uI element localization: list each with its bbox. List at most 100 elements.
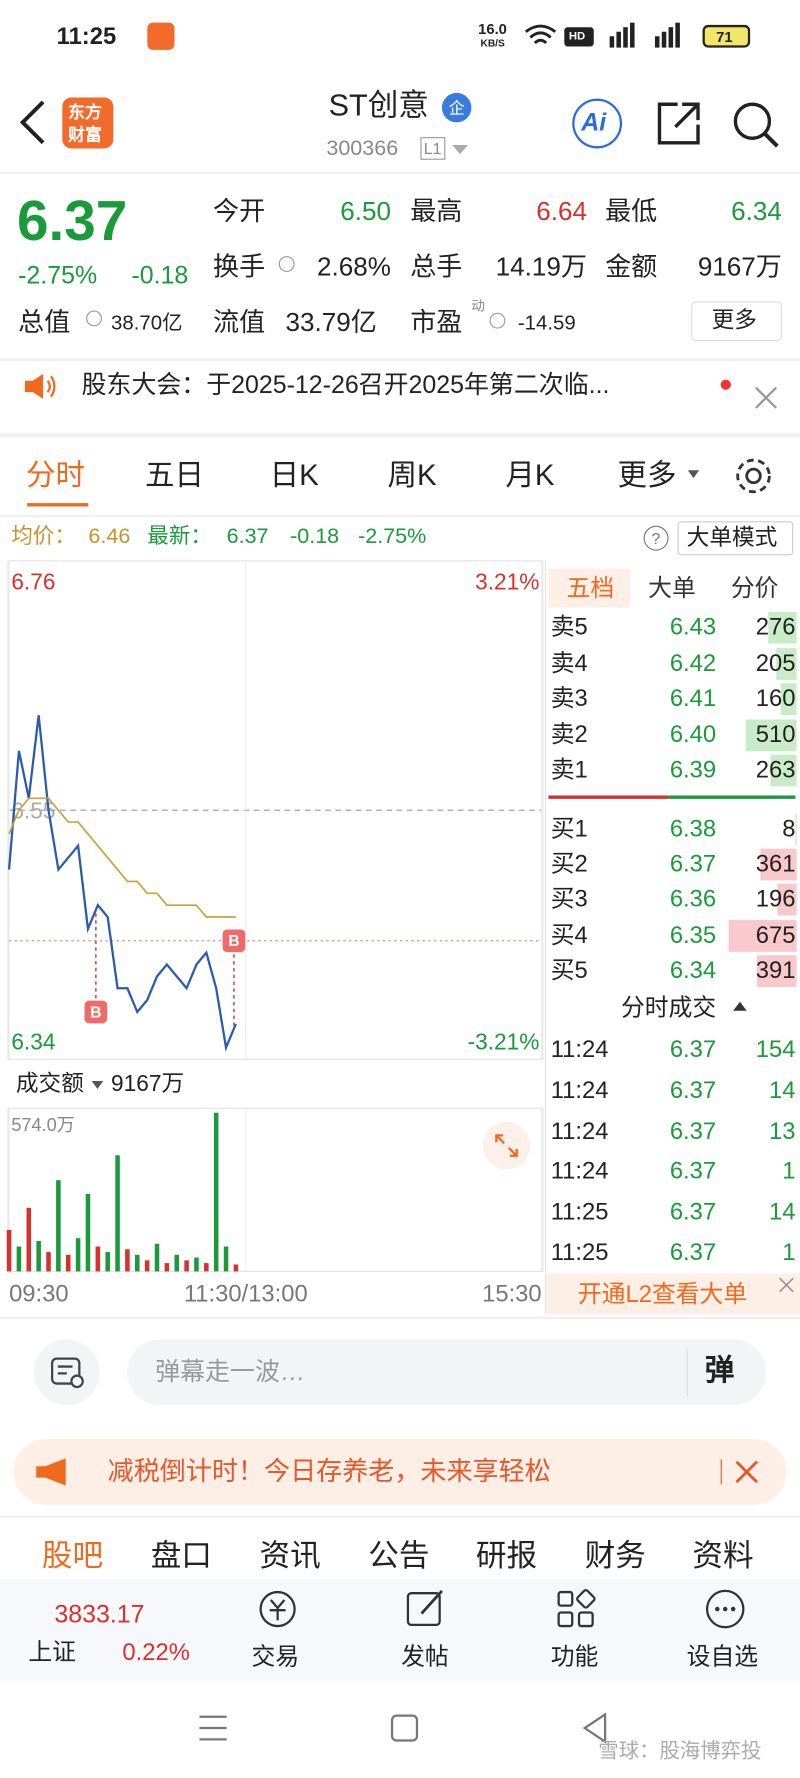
- trade-price: 6.37: [669, 1199, 717, 1226]
- book-price: 6.35: [669, 921, 717, 948]
- more-button[interactable]: [691, 301, 782, 342]
- volume-bar: [115, 1155, 120, 1272]
- book-price: 6.40: [669, 721, 717, 748]
- book-volume: 205: [755, 649, 796, 676]
- tab[interactable]: 分时: [26, 457, 86, 492]
- volume-bar: [204, 1263, 209, 1272]
- volume-total: 9167万: [111, 1071, 185, 1097]
- section-tab[interactable]: 公告: [368, 1538, 430, 1573]
- trades-title[interactable]: 分时成交: [620, 994, 717, 1021]
- section-tab[interactable]: 研报: [475, 1538, 538, 1573]
- nav-item[interactable]: 功能: [550, 1644, 599, 1671]
- tab[interactable]: 更多: [617, 457, 677, 492]
- search-button[interactable]: [731, 100, 781, 150]
- tab[interactable]: 周K: [387, 457, 437, 492]
- status-time: 11:25: [56, 23, 117, 50]
- orderbook-tab[interactable]: 分价: [730, 575, 779, 602]
- nav-item[interactable]: 交易: [251, 1644, 300, 1671]
- nav-item[interactable]: 设自选: [686, 1644, 759, 1671]
- x-tick-label: 15:30: [482, 1280, 542, 1307]
- volume-bar: [174, 1254, 179, 1272]
- bottom-nav: [0, 1578, 800, 1681]
- field-label: 流值: [213, 307, 266, 337]
- field-value: 6.34: [731, 196, 782, 226]
- dropdown[interactable]: [451, 143, 469, 157]
- book-separator: [548, 795, 669, 799]
- book-volume: 391: [755, 957, 796, 984]
- divider: [0, 515, 800, 517]
- x-tick-label: 09:30: [9, 1280, 69, 1307]
- back-button[interactable]: [16, 100, 50, 145]
- expand-button[interactable]: [482, 1121, 531, 1170]
- danmaku-input[interactable]: [126, 1339, 767, 1406]
- trade-price: 6.37: [669, 1036, 717, 1063]
- help-icon[interactable]: [643, 525, 669, 551]
- trade-volume: 1: [782, 1158, 796, 1185]
- level-badge: L1: [420, 137, 445, 160]
- field-label: 今开: [213, 196, 266, 226]
- book-volume: 361: [755, 851, 796, 878]
- section-tab[interactable]: 盘口: [150, 1538, 212, 1573]
- promo-banner[interactable]: [13, 1439, 787, 1505]
- book-volume: 160: [755, 685, 796, 712]
- volume-bar: [46, 1252, 51, 1272]
- l2-banner[interactable]: [546, 1273, 800, 1315]
- trade-price: 6.37: [669, 1077, 717, 1104]
- book-label: 买4: [550, 921, 588, 948]
- book-label: 卖1: [550, 756, 588, 783]
- volume-bar: [65, 1254, 71, 1272]
- divider: [545, 560, 547, 1315]
- orderbook-tab-active: [548, 568, 631, 608]
- net-unit: KB/S: [480, 37, 505, 49]
- x-tick-label: 11:30/13:00: [184, 1280, 308, 1307]
- close-banner[interactable]: [734, 1459, 759, 1484]
- divider: [0, 432, 800, 438]
- mode-button[interactable]: [677, 521, 794, 556]
- share-button[interactable]: [655, 100, 703, 148]
- volume-bar: [154, 1243, 160, 1272]
- section-tab[interactable]: 股吧: [41, 1538, 104, 1573]
- orderbook-tab[interactable]: 五档: [566, 575, 615, 602]
- last-change: -0.18: [290, 524, 340, 549]
- section-tab[interactable]: 财务: [584, 1538, 646, 1573]
- y2-tick-label: -3.21%: [468, 1029, 540, 1055]
- notice-text[interactable]: 股东大会：于2025-12-26召开2025年第二次临...: [81, 370, 610, 399]
- settings-icon[interactable]: [733, 456, 774, 497]
- book-price: 6.38: [669, 815, 717, 842]
- divider: [0, 1516, 800, 1518]
- stock-code: 300366: [326, 137, 399, 161]
- info-icon[interactable]: [278, 256, 295, 272]
- orderbook-tab[interactable]: 大单: [648, 575, 696, 602]
- ai-button[interactable]: [572, 98, 623, 149]
- watermark: 雪球：股海博弈投: [598, 1739, 762, 1763]
- tab[interactable]: 五日: [145, 457, 204, 492]
- function-icon: [557, 1589, 596, 1628]
- book-volume: 510: [755, 721, 796, 748]
- section-tab[interactable]: 资讯: [259, 1538, 321, 1573]
- trade-time: 11:24: [550, 1158, 609, 1185]
- tab[interactable]: 日K: [269, 457, 319, 492]
- volume-bar: [16, 1246, 22, 1272]
- nav-item[interactable]: 发帖: [401, 1644, 449, 1671]
- tab[interactable]: 月K: [505, 457, 555, 492]
- badge: [441, 92, 472, 123]
- index-value[interactable]: 3833.17: [54, 1599, 145, 1629]
- battery: [702, 24, 751, 48]
- field-label: 总值: [18, 307, 71, 337]
- trade-time: 11:24: [550, 1117, 609, 1145]
- close-notice[interactable]: [754, 385, 779, 410]
- watchlist-icon: [705, 1589, 745, 1629]
- more-text: 更多: [711, 308, 757, 334]
- volume-bar: [770, 754, 797, 787]
- logo-text: 财富: [67, 125, 103, 146]
- danmaku-settings[interactable]: [33, 1339, 100, 1406]
- price-line: [7, 715, 237, 1052]
- section-tab[interactable]: 资料: [692, 1538, 754, 1573]
- volume-title[interactable]: 成交额: [15, 1071, 84, 1097]
- info-icon[interactable]: [489, 312, 506, 329]
- field-sup: 动: [471, 298, 486, 314]
- danmaku-button[interactable]: 弹: [704, 1352, 735, 1387]
- net-speed: 16.0: [478, 20, 507, 38]
- info-icon[interactable]: [86, 310, 102, 327]
- close-l2[interactable]: [777, 1276, 795, 1294]
